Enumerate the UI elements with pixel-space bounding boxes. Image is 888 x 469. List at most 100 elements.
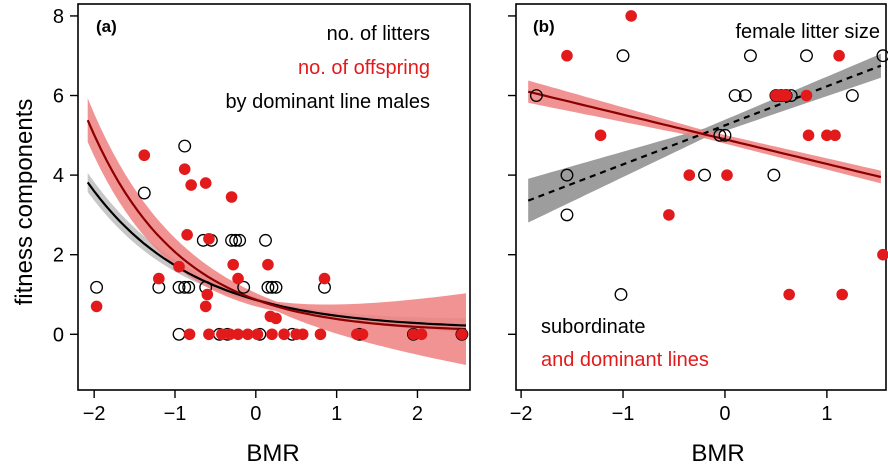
data-point [561,49,573,62]
legend-line-litters: no. of litters [327,23,430,45]
data-point [594,129,607,142]
x-axis: −2 −1 0 1 2 [83,390,423,425]
data-point [614,288,628,301]
legend-line-dominant: and dominant lines [541,349,709,371]
data-point [296,328,309,341]
data-point [318,272,331,285]
x-axis-label: BMR [691,440,744,467]
x-tick-label: 1 [821,403,832,425]
data-point [845,89,859,102]
x-tick-label: 2 [412,403,423,425]
data-point [182,280,196,294]
data-point [181,229,193,241]
data-point [616,49,630,63]
data-point [241,328,254,341]
fit-line [527,64,882,202]
data-point [173,260,185,273]
data-point [261,280,275,294]
data-point [683,169,696,181]
data-point [713,128,727,142]
y-tick-label: 8 [53,6,64,28]
fit-lines [86,119,467,331]
data-point [233,233,247,247]
data-point [232,328,244,341]
data-points [90,139,469,341]
x-tick-label: −1 [164,403,187,425]
data-point [90,280,104,294]
data-point [229,233,243,247]
fit-bands [528,53,881,223]
data-point [225,233,239,247]
data-point [178,280,192,294]
data-point [415,328,428,341]
data-points [529,10,888,301]
data-point [698,168,712,182]
data-point [138,149,151,162]
data-point [718,128,732,142]
x-tick-label: −2 [510,403,533,425]
data-point [227,258,239,271]
y-tick-label: 2 [53,245,64,267]
data-point [259,233,272,247]
data-point [625,10,637,22]
data-point [663,209,675,221]
data-point [821,129,833,142]
data-point [314,328,327,341]
y-axis-label: fitness components [11,99,38,306]
x-tick-label: −1 [612,403,635,425]
y-axis: 0 2 4 6 8 [53,6,78,346]
data-point [560,168,574,182]
data-point [203,328,215,341]
data-point [199,177,212,189]
data-point [90,300,103,313]
y-tick-label: 6 [53,86,64,108]
data-point [876,49,888,63]
data-point [800,89,813,102]
legend-line-dominant-males: by dominant line males [225,91,430,113]
fit-lines [527,64,882,202]
data-point [269,280,283,294]
data-point [178,163,191,175]
data-point [216,328,228,341]
y-axis [508,15,516,335]
data-point [183,328,196,341]
panel-label: (b) [533,17,555,36]
data-point [780,89,792,102]
x-tick-label: 0 [250,403,261,425]
confidence-band [87,98,466,366]
data-point [172,327,186,341]
data-point [185,179,197,191]
panel-label: (a) [96,17,117,36]
data-point [224,328,236,341]
data-point [800,49,813,63]
data-point [203,232,215,245]
x-tick-label: 1 [331,403,342,425]
data-point [262,258,274,271]
data-point [265,280,279,294]
data-point [201,288,214,301]
panel-title: female litter size [736,21,881,43]
data-point [251,328,264,341]
y-tick-label: 0 [53,324,64,346]
fit-bands [87,98,466,366]
data-point [802,129,815,142]
plot-frame [77,3,471,391]
fit-line [527,90,882,179]
confidence-band [528,53,881,223]
data-point [836,288,848,301]
data-point [178,139,192,153]
x-tick-label: 0 [719,403,730,425]
panel-b: −2 −1 0 1 (b) female litter size subordinat… [508,3,888,467]
data-point [743,49,757,63]
legend-line-subordinate: subordinate [541,316,646,338]
x-axis: −2 −1 0 1 [510,390,832,425]
y-tick-label: 4 [53,165,64,187]
data-point [767,168,781,182]
data-point [721,169,733,181]
data-point [266,328,278,341]
plot-frame [515,3,887,391]
confidence-band [528,80,881,184]
data-point [560,208,574,222]
fit-line [86,119,467,331]
